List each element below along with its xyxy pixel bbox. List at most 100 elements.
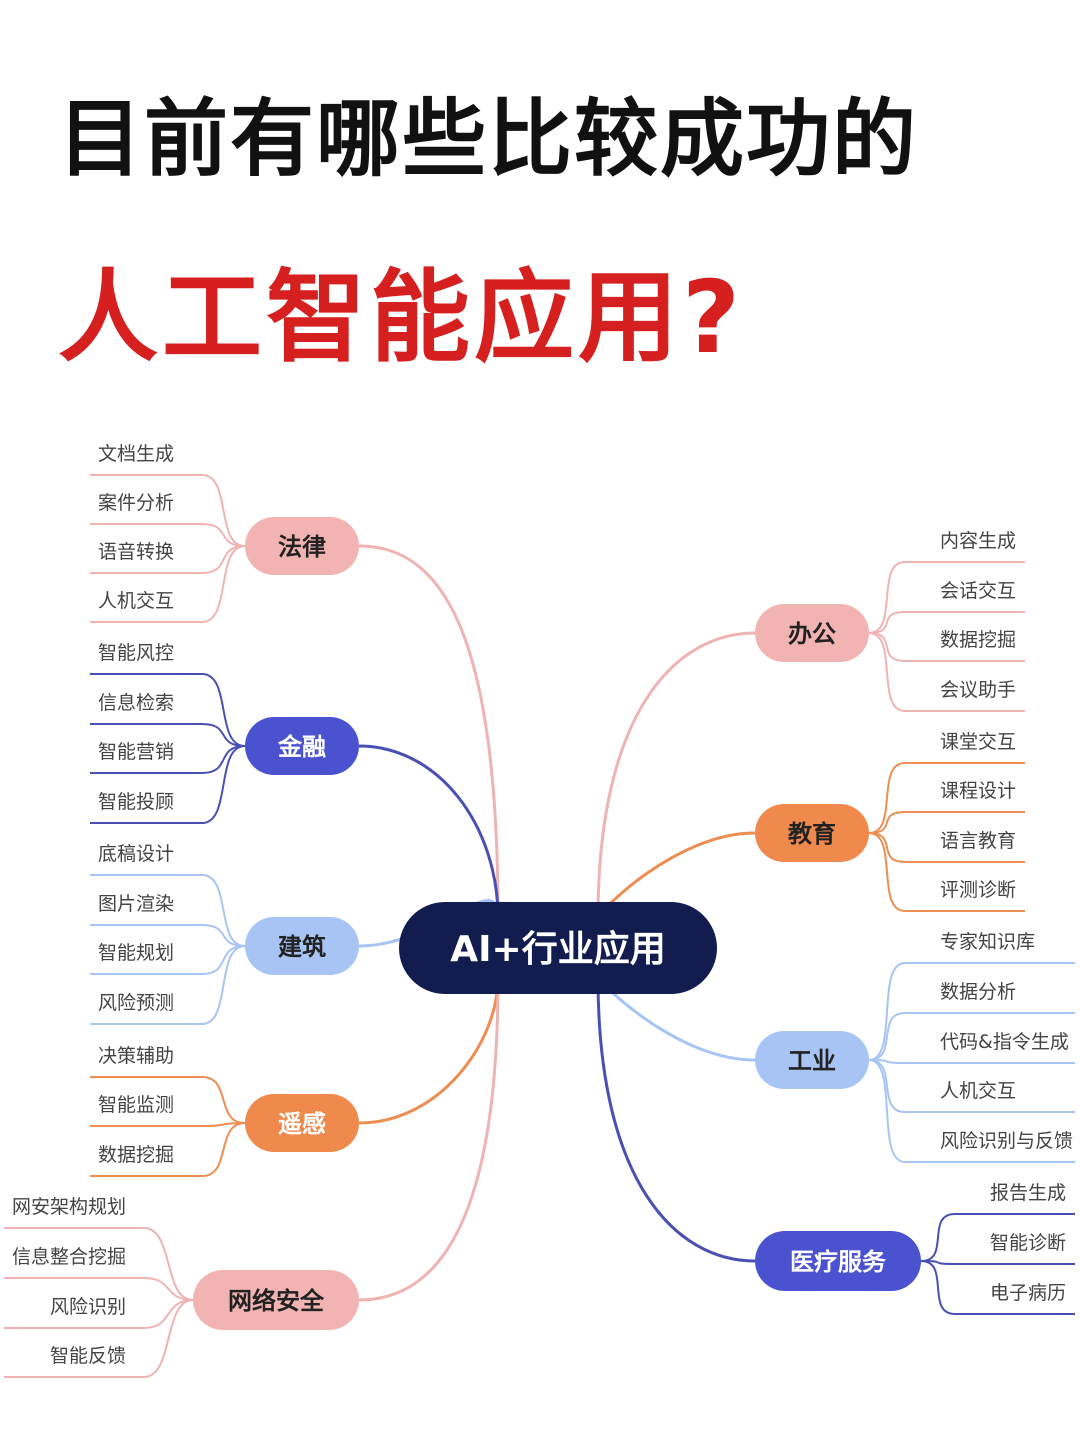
branch-pill — [245, 917, 359, 975]
leaf-label-medical: 报告生成 — [990, 1182, 1066, 1204]
leaf-label-office: 会议助手 — [940, 679, 1016, 701]
leaf-connector — [868, 611, 906, 634]
leaf-label-architecture: 底稿设计 — [98, 843, 174, 865]
branch-pill — [755, 804, 869, 862]
connector-finance — [358, 744, 500, 919]
leaf-connector — [868, 832, 906, 912]
leaf-label-education: 语言教育 — [940, 830, 1016, 852]
branch-pill — [755, 1231, 921, 1291]
leaf-connector — [868, 811, 906, 834]
branch-node-architecture: 建筑 — [245, 917, 359, 975]
leaf-connector — [201, 545, 246, 623]
title-line-1: 目前有哪些比较成功的 — [58, 90, 919, 188]
leaf-connector — [868, 1059, 906, 1113]
leaf-label-medical: 电子病历 — [990, 1282, 1066, 1304]
leaf-label-cybersecurity: 信息整合挖掘 — [12, 1246, 126, 1268]
branch-label-remote-sensing: 遥感 — [278, 1110, 326, 1138]
leaf-connector — [920, 1213, 956, 1262]
leaf-connector — [201, 523, 246, 547]
leaf-label-office: 会话交互 — [940, 580, 1016, 602]
branch-node-medical: 医疗服务 — [755, 1231, 921, 1291]
branch-node-law: 法律 — [245, 517, 359, 575]
center-pill — [399, 902, 717, 994]
connector-law — [358, 544, 500, 919]
leaf-connector — [143, 1299, 194, 1378]
leaf-label-office: 内容生成 — [940, 530, 1016, 552]
leaf-connector — [201, 1122, 246, 1127]
connector-remote-sensing — [358, 977, 500, 1125]
branch-node-office: 办公 — [755, 604, 869, 662]
leaf-label-cybersecurity: 风险识别 — [50, 1296, 126, 1318]
branch-pill — [245, 517, 359, 575]
leaf-connector — [868, 632, 906, 712]
center-label: AI+行业应用 — [450, 929, 665, 970]
branch-label-office: 办公 — [788, 620, 836, 648]
leaf-connector — [201, 1076, 246, 1124]
leaf-label-medical: 智能诊断 — [990, 1232, 1066, 1254]
leaf-connector — [201, 945, 246, 1025]
leaf-connector — [201, 924, 246, 947]
branch-pill — [245, 1094, 359, 1152]
leaf-connector — [868, 762, 906, 834]
leaf-label-finance: 智能营销 — [98, 741, 174, 763]
leaf-connector — [143, 1299, 194, 1329]
branch-pill — [245, 717, 359, 775]
leaf-connector — [920, 1260, 956, 1315]
leaf-connector — [201, 945, 246, 975]
leaf-label-finance: 智能风控 — [98, 642, 174, 664]
connector-cybersecurity — [358, 977, 500, 1302]
branch-label-finance: 金融 — [277, 733, 326, 761]
branch-label-architecture: 建筑 — [278, 933, 326, 961]
leaf-connector — [868, 1059, 906, 1163]
leaf-connector — [143, 1227, 194, 1301]
leaf-label-finance: 智能投顾 — [98, 791, 174, 813]
title-line-2: 人工智能应用? — [58, 259, 745, 376]
leaf-connector — [868, 962, 906, 1061]
leaf-label-law: 语音转换 — [98, 541, 174, 563]
leaf-connector — [201, 745, 246, 824]
branch-pill — [193, 1270, 359, 1330]
center-node: AI+行业应用 — [399, 902, 717, 994]
branch-label-education: 教育 — [788, 820, 836, 848]
connector-office — [596, 631, 756, 919]
leaf-label-cybersecurity: 智能反馈 — [50, 1345, 126, 1367]
leaf-label-architecture: 风险预测 — [98, 992, 174, 1014]
branch-pill — [755, 604, 869, 662]
leaf-label-architecture: 智能规划 — [98, 942, 174, 964]
leaf-connector — [868, 832, 906, 863]
leaf-label-industry: 代码&指令生成 — [940, 1031, 1069, 1053]
leaf-label-education: 课堂交互 — [940, 731, 1016, 753]
branch-node-cybersecurity: 网络安全 — [193, 1270, 359, 1330]
leaf-connector — [201, 545, 246, 574]
leaf-connector — [920, 1260, 956, 1265]
leaf-label-remote-sensing: 智能监测 — [98, 1094, 174, 1116]
leaf-label-law: 文档生成 — [98, 443, 174, 465]
leaf-label-industry: 数据分析 — [940, 981, 1016, 1003]
branch-label-industry: 工业 — [788, 1047, 836, 1075]
leaf-connector — [201, 745, 246, 774]
leaf-connector — [201, 874, 246, 947]
leaf-connector — [143, 1277, 194, 1301]
leaf-label-industry: 风险识别与反馈 — [940, 1130, 1073, 1152]
leaf-label-education: 评测诊断 — [940, 879, 1016, 901]
leaf-label-education: 课程设计 — [940, 780, 1016, 802]
leaf-connector — [868, 561, 906, 634]
connector-medical — [596, 977, 756, 1263]
leaf-label-architecture: 图片渲染 — [98, 893, 174, 915]
leaf-connector — [868, 632, 906, 662]
leaf-label-remote-sensing: 数据挖掘 — [98, 1144, 174, 1166]
leaf-label-law: 人机交互 — [98, 590, 174, 612]
leaf-label-remote-sensing: 决策辅助 — [98, 1045, 174, 1067]
leaf-connector — [201, 1122, 246, 1177]
leaf-connector — [868, 1012, 906, 1061]
branch-pill — [755, 1031, 869, 1089]
leaf-connector — [201, 673, 246, 747]
branch-label-cybersecurity: 网络安全 — [228, 1287, 325, 1315]
branch-node-industry: 工业 — [755, 1031, 869, 1089]
leaf-connector — [201, 723, 246, 747]
leaf-label-industry: 人机交互 — [940, 1080, 1016, 1102]
leaf-label-law: 案件分析 — [98, 492, 174, 514]
branch-label-law: 法律 — [278, 533, 326, 561]
branch-label-medical: 医疗服务 — [790, 1248, 887, 1276]
